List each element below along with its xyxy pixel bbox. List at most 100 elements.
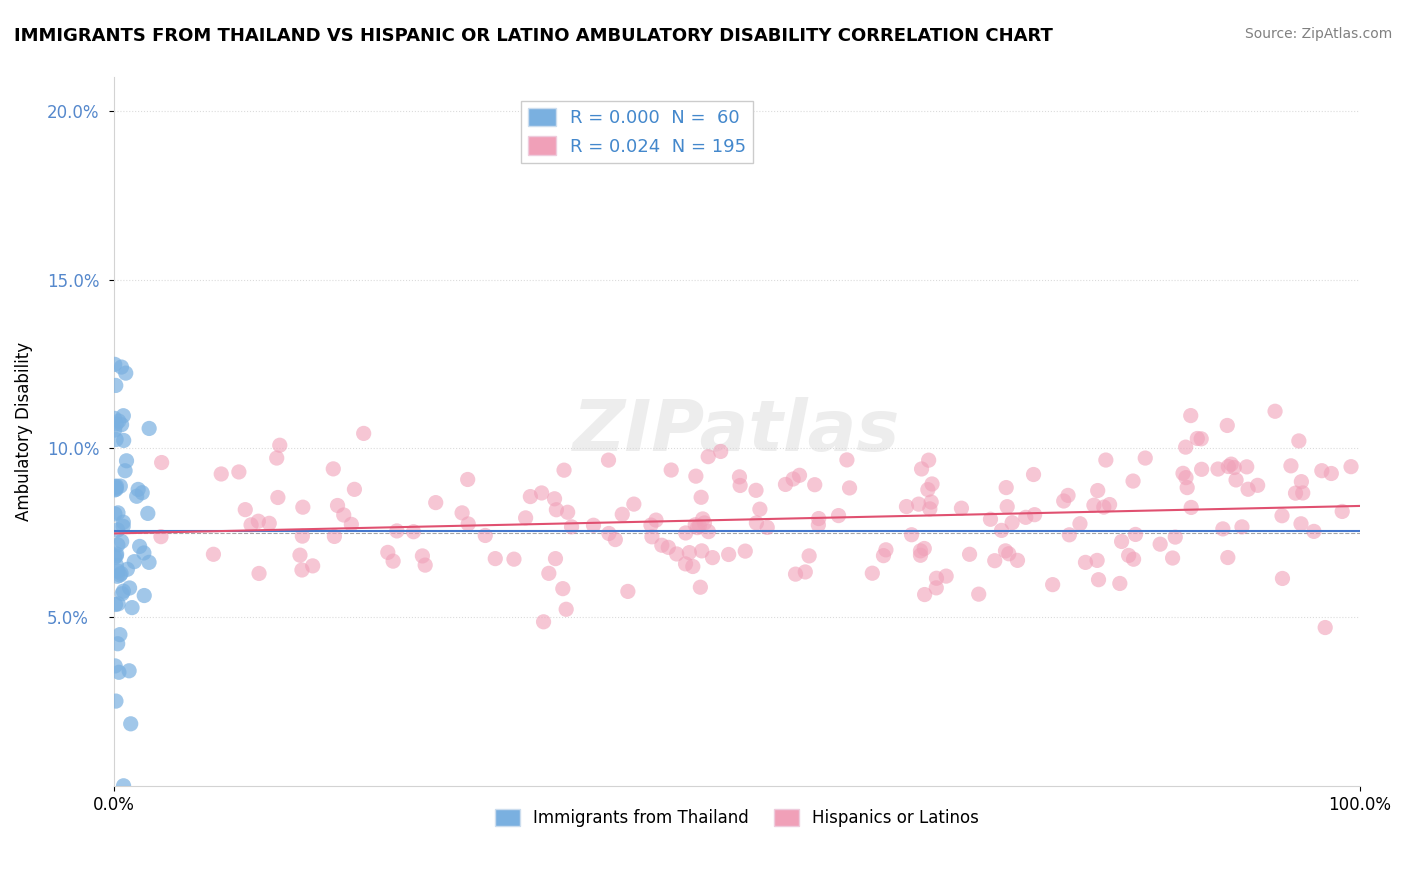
- Hispanics or Latinos: [247, 514, 270, 528]
- Hispanics or Latinos: [803, 477, 825, 491]
- Hispanics or Latinos: [1149, 537, 1171, 551]
- Immigrants from Thailand: [105, 569, 128, 583]
- Hispanics or Latinos: [537, 566, 560, 581]
- Hispanics or Latinos: [340, 517, 363, 532]
- Hispanics or Latinos: [734, 544, 756, 558]
- Immigrants from Thailand: [104, 550, 127, 565]
- Hispanics or Latinos: [925, 581, 948, 595]
- Hispanics or Latinos: [1092, 500, 1115, 514]
- Hispanics or Latinos: [1292, 486, 1315, 500]
- Hispanics or Latinos: [555, 602, 578, 616]
- Hispanics or Latinos: [1279, 458, 1302, 473]
- Hispanics or Latinos: [1175, 470, 1198, 484]
- Hispanics or Latinos: [1087, 483, 1109, 498]
- Hispanics or Latinos: [640, 518, 662, 533]
- Legend: Immigrants from Thailand, Hispanics or Latinos: Immigrants from Thailand, Hispanics or L…: [488, 803, 986, 834]
- Hispanics or Latinos: [710, 444, 733, 458]
- Hispanics or Latinos: [918, 502, 941, 516]
- Immigrants from Thailand: [104, 483, 127, 497]
- Hispanics or Latinos: [745, 516, 768, 530]
- Hispanics or Latinos: [1007, 553, 1029, 567]
- Hispanics or Latinos: [912, 541, 935, 556]
- Immigrants from Thailand: [107, 538, 129, 552]
- Hispanics or Latinos: [1220, 457, 1243, 471]
- Hispanics or Latinos: [1087, 573, 1109, 587]
- Immigrants from Thailand: [128, 540, 150, 554]
- Immigrants from Thailand: [105, 479, 128, 493]
- Hispanics or Latinos: [807, 518, 830, 533]
- Hispanics or Latinos: [782, 472, 804, 486]
- Hispanics or Latinos: [1180, 500, 1202, 515]
- Hispanics or Latinos: [533, 615, 555, 629]
- Hispanics or Latinos: [950, 501, 973, 516]
- Hispanics or Latinos: [503, 552, 526, 566]
- Hispanics or Latinos: [1057, 488, 1080, 502]
- Hispanics or Latinos: [690, 491, 713, 505]
- Hispanics or Latinos: [1310, 464, 1333, 478]
- Hispanics or Latinos: [1206, 462, 1229, 476]
- Hispanics or Latinos: [896, 500, 918, 514]
- Hispanics or Latinos: [598, 453, 620, 467]
- Hispanics or Latinos: [983, 554, 1005, 568]
- Hispanics or Latinos: [515, 511, 537, 525]
- Hispanics or Latinos: [675, 525, 697, 540]
- Hispanics or Latinos: [651, 538, 673, 552]
- Hispanics or Latinos: [605, 533, 627, 547]
- Hispanics or Latinos: [623, 497, 645, 511]
- Hispanics or Latinos: [997, 547, 1019, 561]
- Text: Source: ZipAtlas.com: Source: ZipAtlas.com: [1244, 27, 1392, 41]
- Hispanics or Latinos: [692, 512, 714, 526]
- Immigrants from Thailand: [104, 378, 127, 392]
- Hispanics or Latinos: [860, 566, 883, 581]
- Immigrants from Thailand: [115, 454, 138, 468]
- Hispanics or Latinos: [1135, 451, 1157, 466]
- Immigrants from Thailand: [117, 562, 139, 576]
- Hispanics or Latinos: [1303, 524, 1326, 539]
- Hispanics or Latinos: [686, 521, 709, 535]
- Hispanics or Latinos: [530, 486, 553, 500]
- Hispanics or Latinos: [457, 473, 479, 487]
- Hispanics or Latinos: [582, 518, 605, 533]
- Hispanics or Latinos: [910, 549, 932, 563]
- Hispanics or Latinos: [690, 544, 713, 558]
- Hispanics or Latinos: [994, 544, 1017, 558]
- Hispanics or Latinos: [553, 463, 575, 477]
- Hispanics or Latinos: [659, 463, 682, 477]
- Hispanics or Latinos: [789, 468, 811, 483]
- Hispanics or Latinos: [1108, 576, 1130, 591]
- Hispanics or Latinos: [990, 524, 1012, 538]
- Hispanics or Latinos: [1074, 555, 1097, 569]
- Immigrants from Thailand: [108, 665, 131, 680]
- Hispanics or Latinos: [917, 453, 939, 467]
- Hispanics or Latinos: [785, 567, 807, 582]
- Immigrants from Thailand: [134, 589, 156, 603]
- Immigrants from Thailand: [114, 464, 136, 478]
- Immigrants from Thailand: [104, 423, 127, 437]
- Hispanics or Latinos: [775, 477, 797, 491]
- Hispanics or Latinos: [914, 588, 936, 602]
- Text: IMMIGRANTS FROM THAILAND VS HISPANIC OR LATINO AMBULATORY DISABILITY CORRELATION: IMMIGRANTS FROM THAILAND VS HISPANIC OR …: [14, 27, 1053, 45]
- Hispanics or Latinos: [925, 571, 948, 585]
- Immigrants from Thailand: [104, 357, 127, 371]
- Hispanics or Latinos: [675, 557, 697, 571]
- Hispanics or Latinos: [748, 502, 770, 516]
- Hispanics or Latinos: [382, 554, 405, 568]
- Hispanics or Latinos: [910, 544, 932, 558]
- Immigrants from Thailand: [124, 555, 146, 569]
- Hispanics or Latinos: [202, 547, 225, 561]
- Hispanics or Latinos: [1069, 516, 1091, 531]
- Hispanics or Latinos: [693, 516, 716, 530]
- Hispanics or Latinos: [907, 497, 929, 511]
- Hispanics or Latinos: [1180, 409, 1202, 423]
- Hispanics or Latinos: [267, 491, 290, 505]
- Hispanics or Latinos: [1042, 577, 1064, 591]
- Hispanics or Latinos: [411, 549, 433, 563]
- Hispanics or Latinos: [917, 483, 939, 497]
- Hispanics or Latinos: [1230, 520, 1253, 534]
- Hispanics or Latinos: [323, 529, 346, 543]
- Hispanics or Latinos: [702, 550, 724, 565]
- Hispanics or Latinos: [1171, 467, 1194, 481]
- Hispanics or Latinos: [1189, 432, 1212, 446]
- Immigrants from Thailand: [105, 547, 128, 561]
- Hispanics or Latinos: [728, 478, 751, 492]
